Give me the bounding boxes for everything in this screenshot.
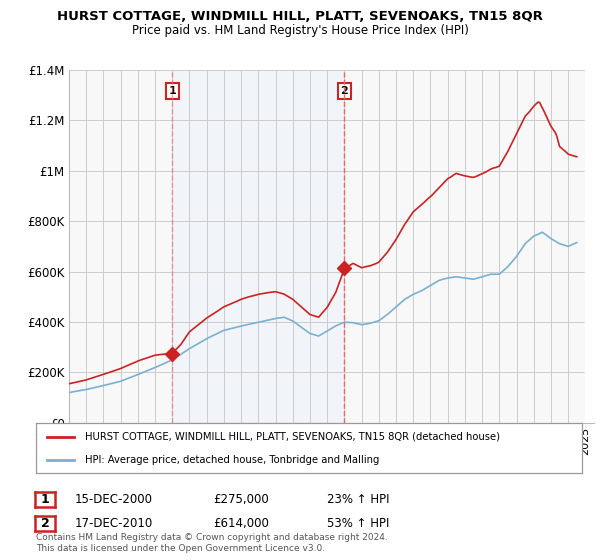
- Text: 2: 2: [41, 517, 49, 530]
- Bar: [586, 70, 594, 423]
- Text: HURST COTTAGE, WINDMILL HILL, PLATT, SEVENOAKS, TN15 8QR (detached house): HURST COTTAGE, WINDMILL HILL, PLATT, SEV…: [85, 432, 500, 442]
- Text: Price paid vs. HM Land Registry's House Price Index (HPI): Price paid vs. HM Land Registry's House …: [131, 24, 469, 36]
- Bar: [172, 70, 344, 423]
- Bar: [586, 70, 594, 423]
- Text: 15-DEC-2000: 15-DEC-2000: [75, 493, 153, 506]
- Text: HURST COTTAGE, WINDMILL HILL, PLATT, SEVENOAKS, TN15 8QR: HURST COTTAGE, WINDMILL HILL, PLATT, SEV…: [57, 10, 543, 23]
- Text: HPI: Average price, detached house, Tonbridge and Malling: HPI: Average price, detached house, Tonb…: [85, 455, 380, 465]
- Text: £275,000: £275,000: [213, 493, 269, 506]
- Text: 53% ↑ HPI: 53% ↑ HPI: [327, 517, 389, 530]
- Text: 23% ↑ HPI: 23% ↑ HPI: [327, 493, 389, 506]
- Text: 1: 1: [41, 493, 49, 506]
- Text: £614,000: £614,000: [213, 517, 269, 530]
- Text: 17-DEC-2010: 17-DEC-2010: [75, 517, 153, 530]
- Text: Contains HM Land Registry data © Crown copyright and database right 2024.
This d: Contains HM Land Registry data © Crown c…: [36, 533, 388, 553]
- Text: 1: 1: [169, 86, 176, 96]
- Text: 2: 2: [341, 86, 348, 96]
